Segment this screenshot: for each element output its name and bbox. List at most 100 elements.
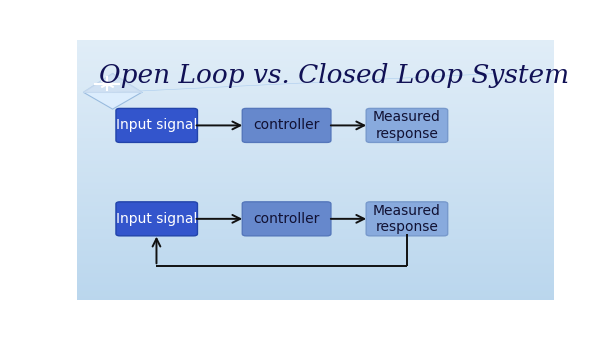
Bar [77,269,554,270]
Bar [77,221,554,222]
Bar [77,116,554,117]
Bar [77,278,554,279]
Bar [77,249,554,251]
Bar [77,169,554,170]
Bar [77,190,554,191]
Bar [77,120,554,121]
Bar [77,97,554,99]
Bar [77,86,554,87]
Bar [77,118,554,120]
Bar [77,155,554,156]
Bar [77,265,554,266]
FancyBboxPatch shape [366,202,448,236]
Bar [77,108,554,109]
Bar [77,81,554,82]
Bar [77,239,554,240]
Bar [77,179,554,181]
Bar [77,122,554,123]
Bar [77,295,554,296]
Text: Measured
response: Measured response [373,204,441,234]
Text: Measured
response: Measured response [373,110,441,141]
Bar [77,165,554,166]
Bar [77,106,554,108]
Bar [77,243,554,244]
Bar [77,217,554,218]
Bar [77,280,554,282]
Bar [77,47,554,48]
Text: Input signal: Input signal [116,212,197,226]
Bar [77,65,554,66]
Bar [77,200,554,201]
Bar [77,186,554,187]
Bar [77,71,554,73]
Bar [77,111,554,112]
Bar [77,225,554,226]
Bar [77,218,554,219]
Bar [77,204,554,205]
Bar [77,174,554,175]
Bar [77,87,554,88]
Bar [77,262,554,264]
Bar [77,203,554,204]
Bar [77,270,554,271]
Bar [77,148,554,149]
Bar [77,242,554,243]
Bar [77,178,554,179]
Bar [77,297,554,299]
Bar [77,130,554,131]
Bar [77,82,554,83]
Bar [77,56,554,57]
Bar [77,55,554,56]
Bar [77,275,554,277]
Bar [77,69,554,70]
Bar [77,199,554,200]
Bar [77,248,554,249]
Bar [77,258,554,260]
Bar [77,123,554,125]
Bar [77,147,554,148]
Bar [77,222,554,223]
Bar [77,132,554,134]
Bar [77,294,554,295]
Bar [77,173,554,174]
Bar [77,167,554,169]
Bar [77,196,554,197]
Bar [77,146,554,147]
Bar [77,181,554,182]
Bar [77,214,554,216]
Bar [77,92,554,94]
Bar [77,151,554,152]
Bar [77,160,554,161]
Bar [77,149,554,151]
Bar [77,244,554,245]
Text: Open Loop vs. Closed Loop System: Open Loop vs. Closed Loop System [99,63,569,88]
Bar [77,121,554,122]
Bar [77,66,554,68]
Bar [77,131,554,132]
Bar [77,70,554,71]
Bar [77,96,554,97]
Bar [77,62,554,64]
Bar [77,247,554,248]
Bar [77,226,554,227]
Bar [77,254,554,256]
Bar [77,219,554,221]
Bar [77,266,554,268]
Bar [77,43,554,44]
Bar [77,268,554,269]
Bar [77,182,554,183]
Bar [77,57,554,59]
Bar [77,78,554,80]
Bar [77,126,554,127]
Bar [77,253,554,254]
Bar [77,172,554,173]
Bar [77,114,554,116]
Bar [77,236,554,238]
Bar [77,91,554,92]
Bar [77,88,554,90]
FancyBboxPatch shape [366,109,448,143]
Bar [77,157,554,158]
Polygon shape [84,74,142,109]
Bar [77,210,554,212]
Bar [77,44,554,45]
